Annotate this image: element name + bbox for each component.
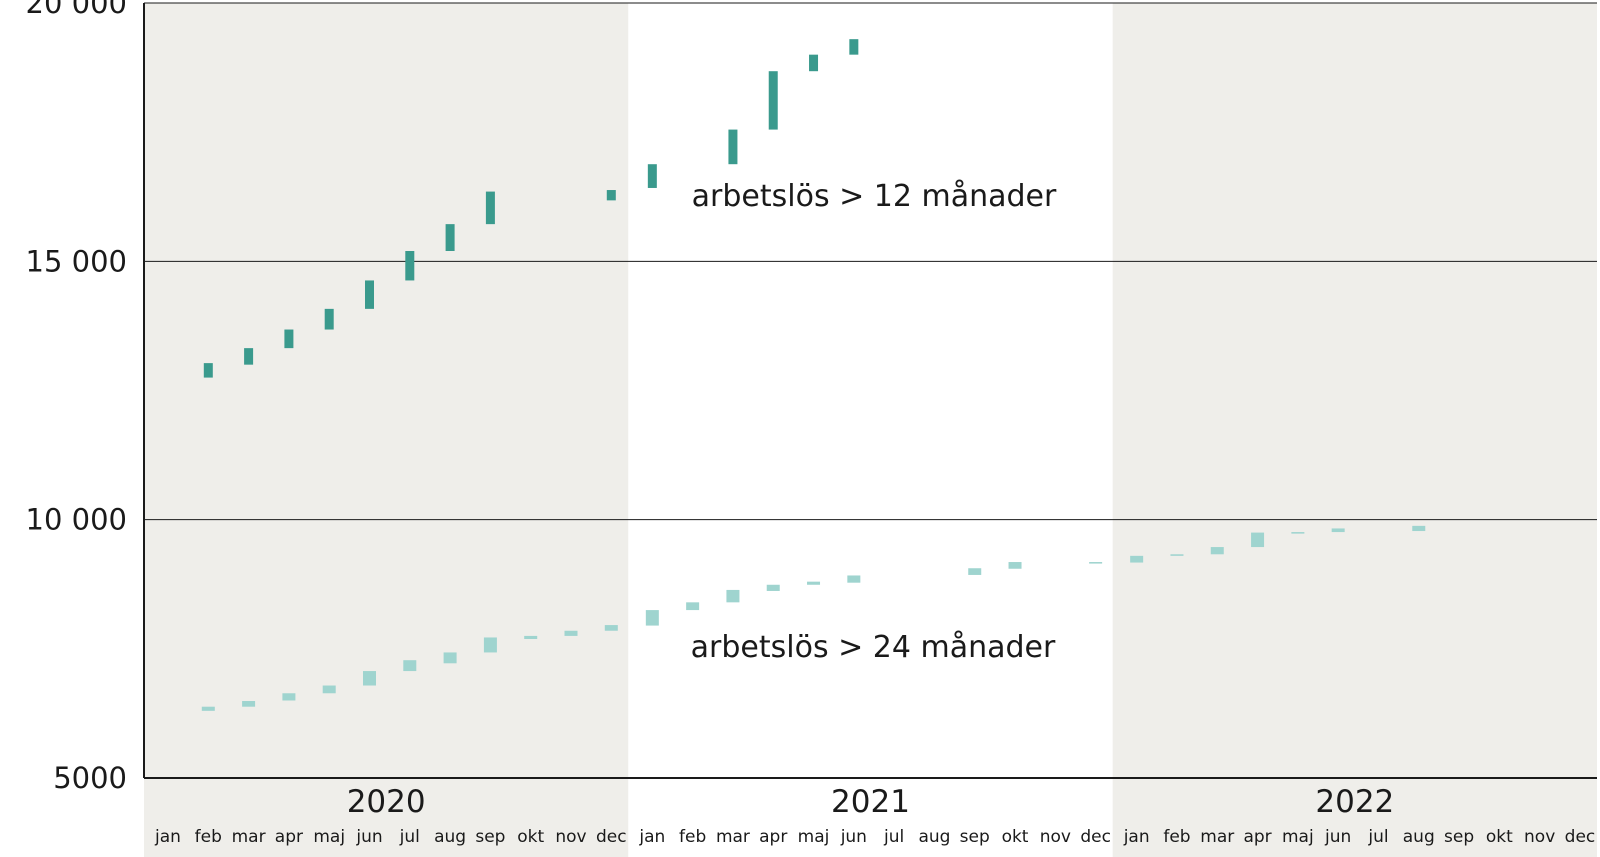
range-bar (524, 635, 538, 640)
month-label: sep (960, 827, 990, 847)
year-label: 2020 (347, 784, 426, 820)
month-label: jan (638, 827, 665, 847)
month-label: mar (1200, 827, 1234, 847)
month-label: okt (1002, 827, 1029, 847)
range-bar (849, 39, 859, 55)
month-label: mar (232, 827, 266, 847)
range-bar (282, 693, 296, 701)
annotations: arbetslös > 12 månader arbetslös > 24 mån… (691, 179, 1057, 665)
month-label: nov (555, 827, 586, 847)
range-bar (365, 280, 374, 309)
month-label: maj (313, 827, 345, 847)
range-bar (728, 129, 738, 165)
data-marks (201, 39, 1426, 711)
range-bar (604, 625, 618, 631)
range-bar (284, 329, 294, 349)
month-label: dec (1565, 827, 1596, 847)
range-bar (768, 71, 778, 130)
range-bar (485, 191, 495, 225)
month-label: feb (679, 827, 706, 847)
range-bar (242, 701, 256, 707)
month-label: jun (355, 827, 382, 847)
range-bar (564, 630, 578, 636)
y-tick-label: 20 000 (26, 0, 127, 20)
range-bar (1210, 547, 1224, 555)
year-band-2021 (628, 3, 1113, 857)
year-label: 2022 (1315, 784, 1394, 820)
year-label: 2021 (831, 784, 910, 820)
month-label: feb (1163, 827, 1190, 847)
range-bar (647, 164, 657, 188)
y-axis-ticks: 5000 10 000 15 000 20 000 (26, 0, 127, 795)
month-label: jul (883, 827, 904, 847)
month-label: nov (1040, 827, 1071, 847)
range-bar (201, 706, 215, 711)
range-bar (1251, 532, 1265, 548)
month-label: nov (1524, 827, 1555, 847)
range-bar (686, 602, 700, 611)
month-label: sep (475, 827, 505, 847)
month-label: apr (759, 827, 787, 847)
y-tick-label: 5000 (53, 761, 127, 795)
range-bar (244, 348, 254, 365)
range-bar (445, 224, 455, 251)
month-label: feb (195, 827, 222, 847)
range-bar (766, 584, 780, 591)
month-label: dec (1080, 827, 1111, 847)
axes (143, 3, 1597, 779)
month-label: maj (1282, 827, 1314, 847)
range-bar (203, 363, 213, 378)
range-bar (606, 190, 616, 201)
range-bar (1089, 562, 1103, 564)
month-label: okt (517, 827, 544, 847)
month-label: jun (840, 827, 867, 847)
month-label: jul (1367, 827, 1388, 847)
range-bar (1130, 555, 1144, 563)
range-bar (483, 637, 497, 653)
range-bar (807, 581, 821, 585)
range-bar (1008, 562, 1022, 569)
y-tick-label: 15 000 (26, 244, 127, 278)
year-band-2022 (1112, 3, 1597, 857)
month-label: mar (716, 827, 750, 847)
range-bar (443, 652, 457, 664)
range-bar (645, 610, 659, 626)
month-label: aug (434, 827, 466, 847)
series-label-24: arbetslös > 24 månader (691, 630, 1056, 665)
range-bar (1331, 528, 1345, 533)
range-bar (363, 671, 376, 686)
month-label: dec (596, 827, 627, 847)
month-label: aug (1403, 827, 1435, 847)
range-bar (322, 685, 336, 694)
month-label: jul (399, 827, 420, 847)
month-label: okt (1486, 827, 1513, 847)
month-label: apr (1243, 827, 1271, 847)
range-bar (403, 660, 417, 672)
range-bar (1412, 525, 1426, 532)
year-band-2020 (144, 3, 629, 857)
gridlines (144, 2, 1597, 521)
range-bar (726, 589, 740, 603)
month-label: sep (1444, 827, 1474, 847)
month-label: jan (154, 827, 181, 847)
month-label: maj (798, 827, 830, 847)
month-label: jun (1324, 827, 1351, 847)
range-bar (1170, 554, 1184, 556)
series-label-12: arbetslös > 12 månader (692, 179, 1057, 214)
range-bar (405, 251, 415, 281)
range-bar (1291, 532, 1305, 534)
year-bands (144, 3, 1597, 857)
month-label: apr (275, 827, 303, 847)
range-bar (847, 575, 861, 583)
month-label: jan (1123, 827, 1150, 847)
range-bar (324, 308, 334, 330)
range-bar (968, 568, 982, 575)
y-tick-label: 10 000 (26, 503, 127, 537)
month-label: aug (918, 827, 950, 847)
range-bar (809, 54, 819, 72)
